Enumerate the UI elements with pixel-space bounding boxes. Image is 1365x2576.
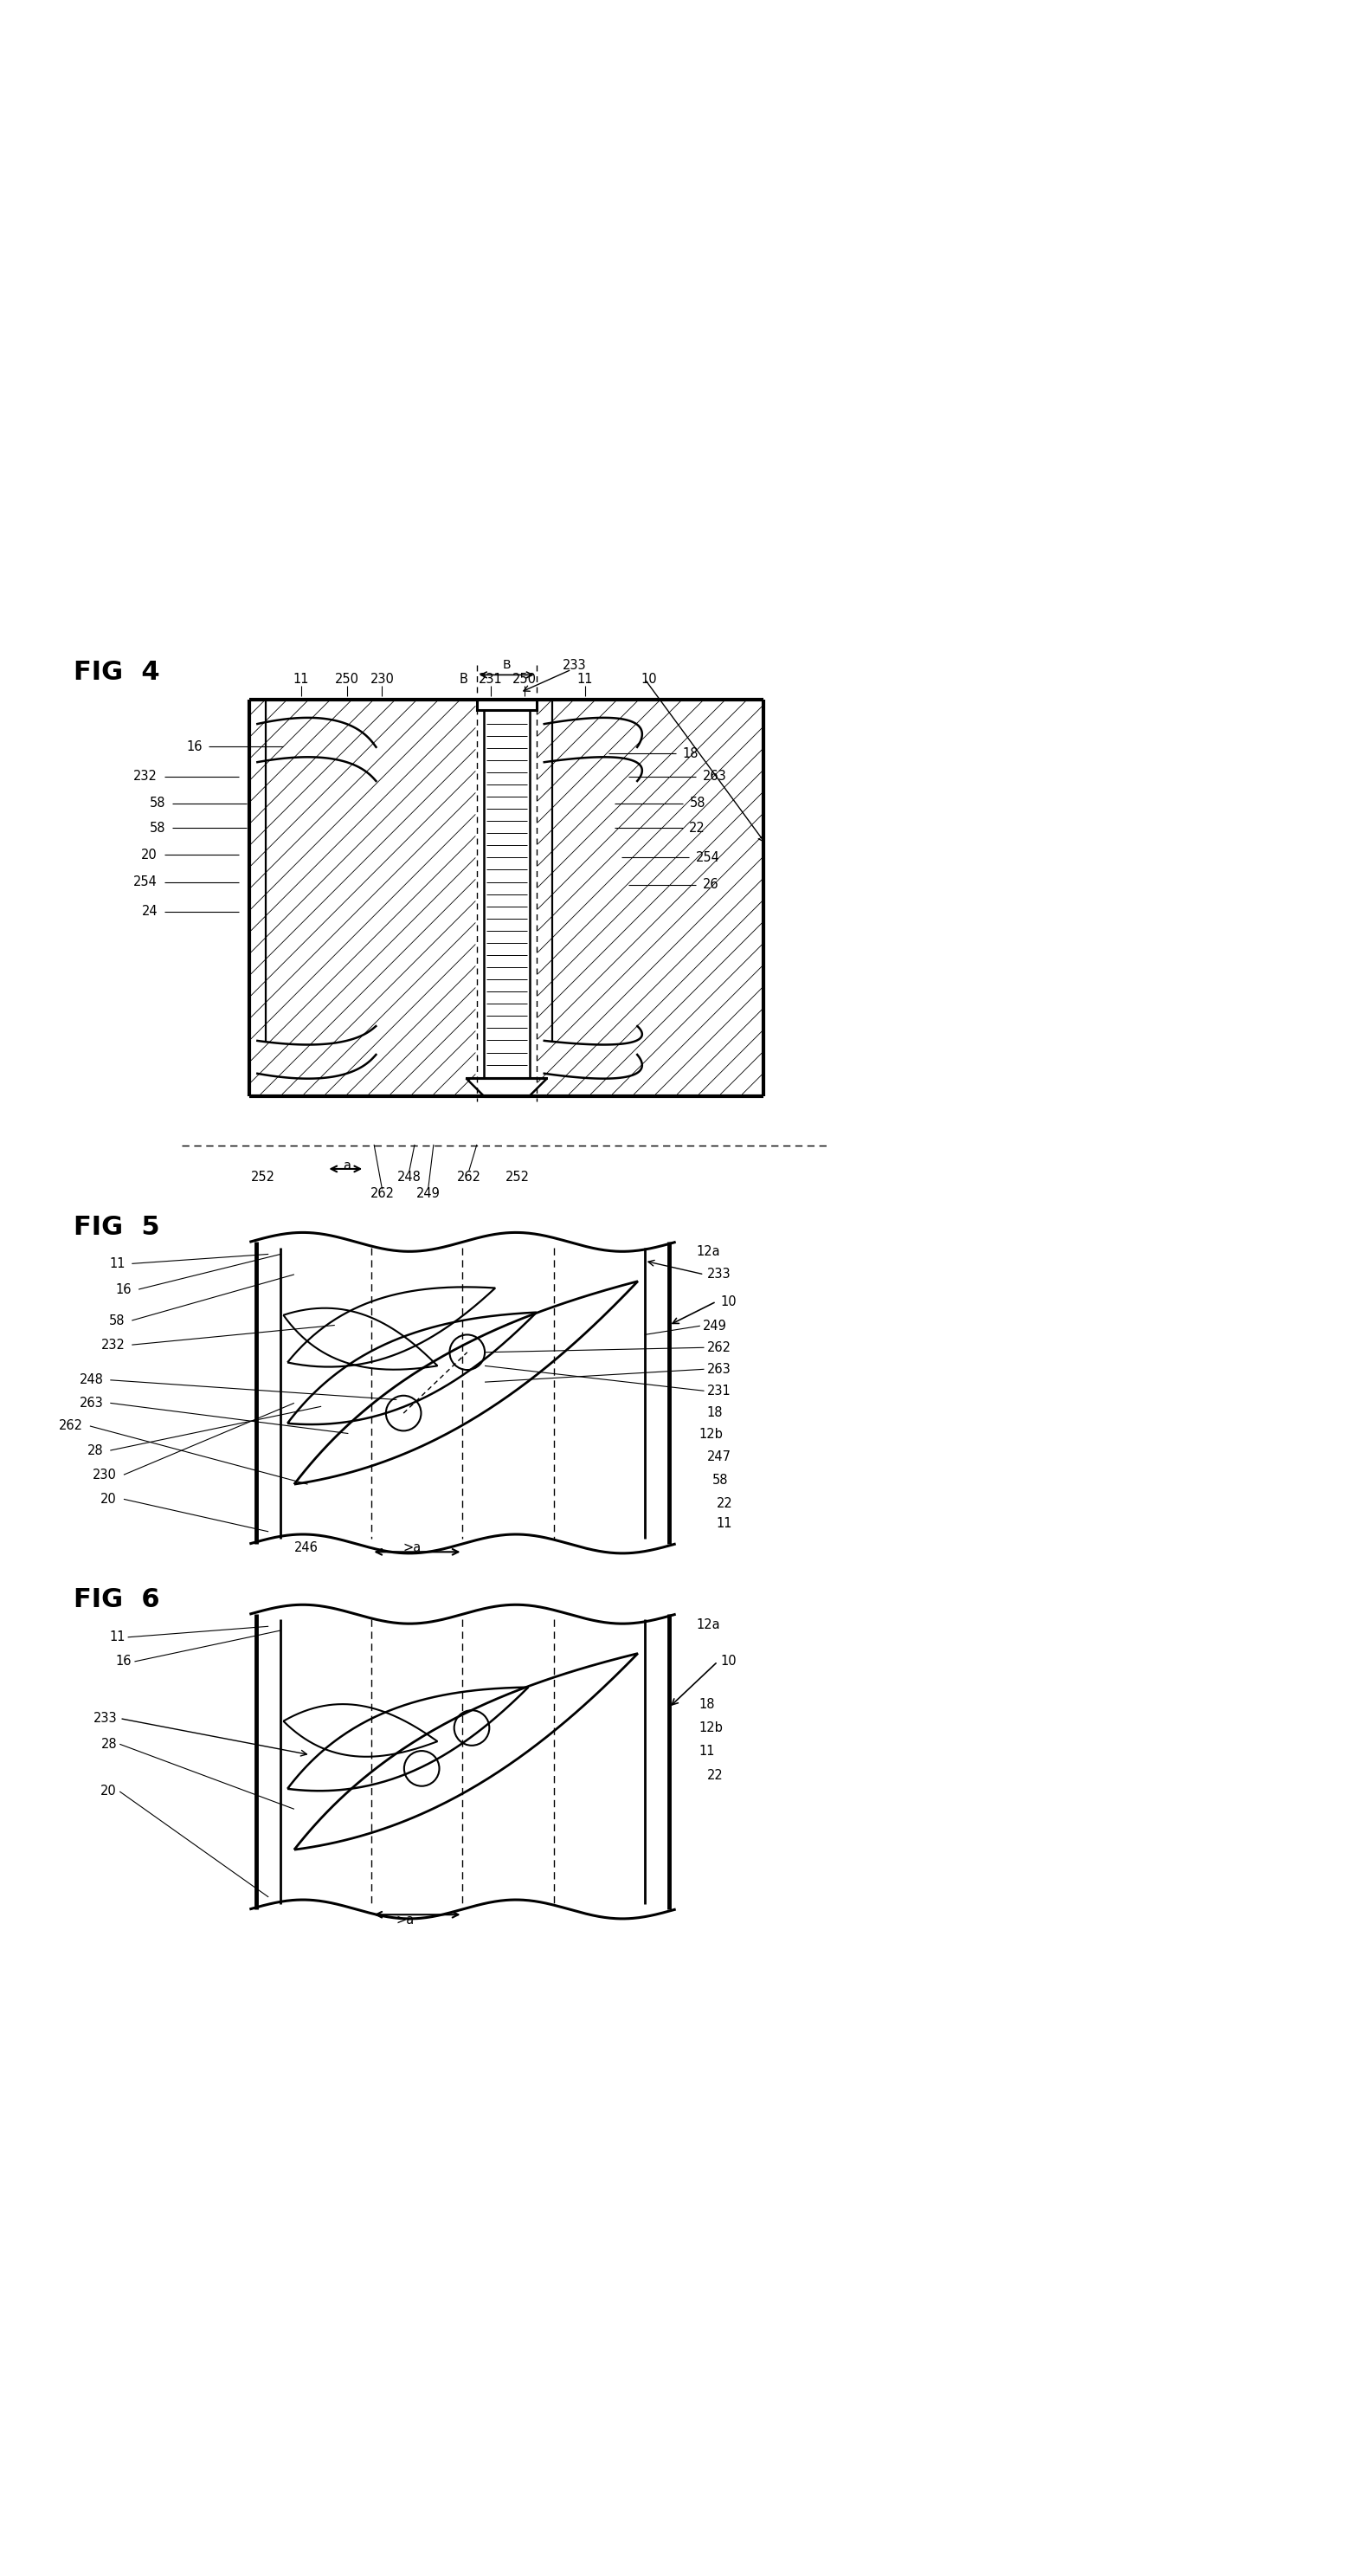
Text: 58: 58 (689, 796, 706, 809)
Text: 250: 250 (334, 672, 359, 685)
Text: 22: 22 (707, 1770, 723, 1783)
Text: 10: 10 (721, 1654, 737, 1669)
Text: 20: 20 (101, 1785, 117, 1798)
Text: 11: 11 (109, 1257, 126, 1270)
Text: 10: 10 (640, 672, 657, 685)
Text: 252: 252 (505, 1170, 530, 1182)
Text: 248: 248 (79, 1373, 104, 1386)
Text: B: B (459, 672, 468, 685)
Text: 231: 231 (478, 672, 502, 685)
Text: 233: 233 (707, 1267, 730, 1280)
Text: 231: 231 (707, 1383, 730, 1396)
Text: 26: 26 (703, 878, 719, 891)
Text: 232: 232 (101, 1340, 126, 1352)
Text: 18: 18 (707, 1406, 723, 1419)
Text: 58: 58 (150, 822, 165, 835)
Text: 262: 262 (707, 1342, 732, 1355)
Text: >a: >a (396, 1914, 415, 1927)
Text: 16: 16 (116, 1283, 132, 1296)
Text: 11: 11 (293, 672, 308, 685)
Text: 263: 263 (707, 1363, 730, 1376)
Text: 16: 16 (116, 1654, 132, 1669)
Text: 11: 11 (577, 672, 592, 685)
Text: >a: >a (403, 1540, 420, 1553)
Text: 249: 249 (416, 1188, 440, 1200)
Text: 263: 263 (703, 770, 726, 783)
Text: 58: 58 (713, 1473, 729, 1486)
Text: 230: 230 (370, 672, 394, 685)
Text: a: a (343, 1159, 351, 1172)
Text: 20: 20 (101, 1492, 117, 1504)
Text: 16: 16 (186, 739, 202, 752)
Text: 18: 18 (682, 747, 699, 760)
Text: 250: 250 (512, 672, 536, 685)
Text: 11: 11 (717, 1517, 733, 1530)
Text: FIG  4: FIG 4 (74, 659, 160, 685)
Text: 246: 246 (295, 1540, 318, 1553)
Text: 28: 28 (101, 1739, 117, 1752)
Text: 12a: 12a (696, 1244, 719, 1257)
Text: 12b: 12b (699, 1427, 723, 1440)
Text: FIG  6: FIG 6 (74, 1587, 160, 1613)
Text: 262: 262 (370, 1188, 394, 1200)
Text: 20: 20 (142, 848, 157, 860)
Text: 254: 254 (696, 850, 721, 863)
Text: 12b: 12b (699, 1721, 723, 1734)
Text: 11: 11 (699, 1744, 715, 1757)
Text: FIG  5: FIG 5 (74, 1213, 160, 1239)
Text: 22: 22 (689, 822, 706, 835)
Text: 248: 248 (397, 1170, 422, 1182)
Text: 18: 18 (699, 1698, 715, 1710)
Text: 254: 254 (134, 876, 157, 889)
Text: B: B (502, 659, 511, 672)
Text: 11: 11 (109, 1631, 126, 1643)
Text: 24: 24 (142, 904, 157, 917)
Text: 263: 263 (79, 1396, 104, 1409)
Text: 247: 247 (707, 1450, 732, 1463)
Text: 262: 262 (59, 1419, 83, 1432)
Text: 58: 58 (109, 1314, 126, 1327)
Text: 230: 230 (93, 1468, 117, 1481)
Text: 10: 10 (721, 1296, 737, 1309)
Text: 249: 249 (703, 1319, 728, 1332)
Text: 233: 233 (562, 659, 586, 672)
Text: 252: 252 (251, 1170, 276, 1182)
Text: 22: 22 (717, 1497, 733, 1510)
Text: 232: 232 (134, 770, 157, 783)
Text: 28: 28 (87, 1445, 104, 1458)
Text: 58: 58 (150, 796, 165, 809)
Text: 233: 233 (93, 1713, 117, 1726)
Text: 12a: 12a (696, 1618, 719, 1631)
Text: 262: 262 (457, 1170, 480, 1182)
